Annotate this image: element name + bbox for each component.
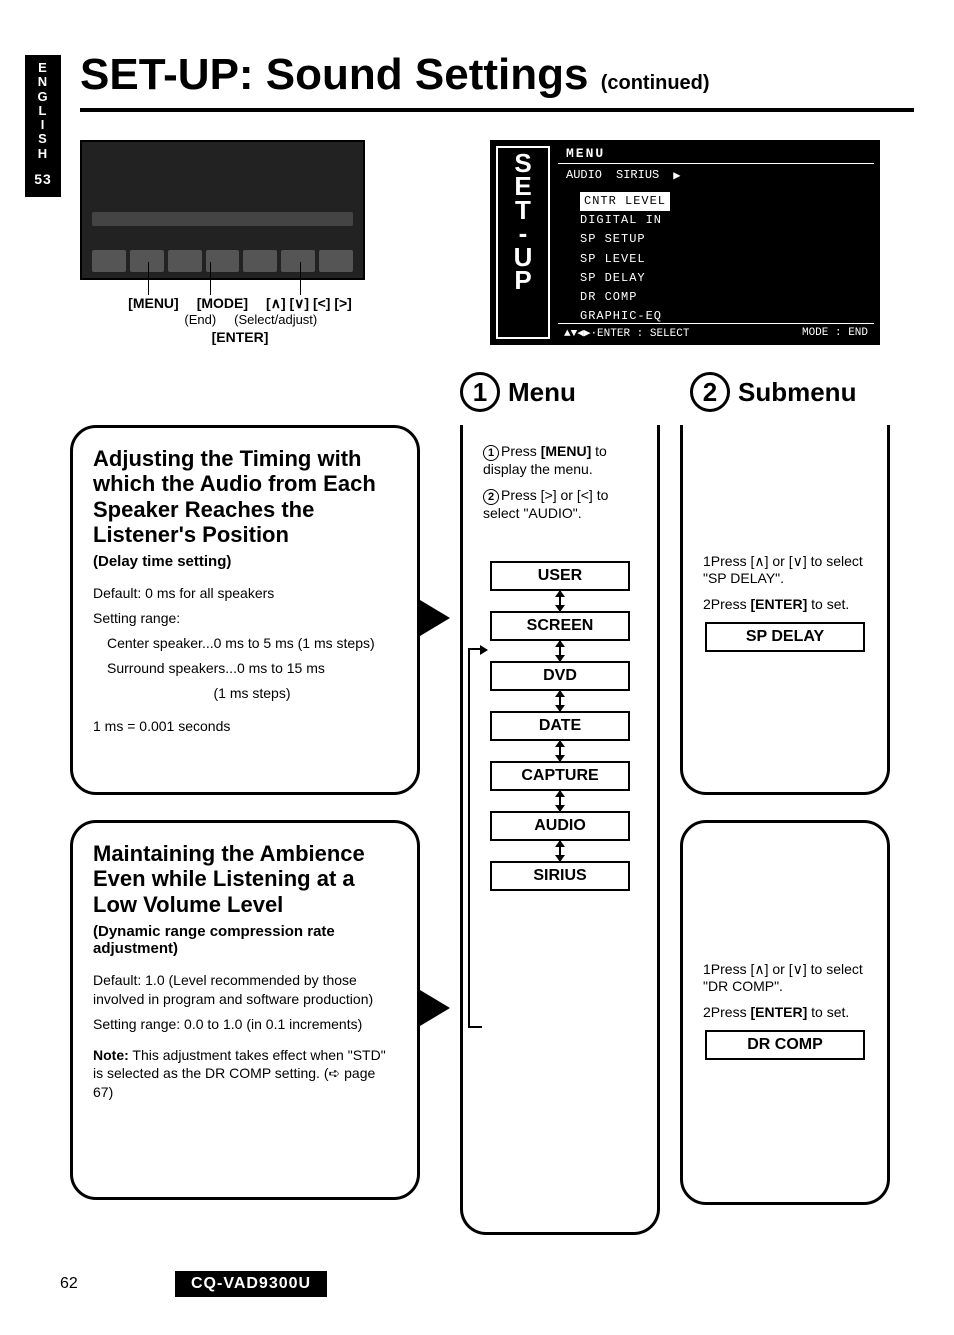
step-1-header: 1 Menu [460,372,576,412]
language-tab: ENGLISH 53 [25,55,61,197]
title-rule [80,108,914,112]
step-2-header: 2 Submenu [690,372,856,412]
menu-item-capture: CAPTURE [490,761,630,791]
device-illustration [80,140,365,280]
page-number: 62 [60,1275,78,1293]
delay-setting-box: Adjusting the Timing with which the Audi… [70,425,420,795]
flow-loop-bracket [468,648,482,1028]
device-button-labels: [MENU] [MODE] [∧] [∨] [<] [>] (End) (Sel… [80,295,400,345]
submenu-sp-delay-box: 1Press [∧] or [∨] to select "SP DELAY". … [680,425,890,795]
submenu-dr-comp-button: DR COMP [705,1030,865,1060]
dr-comp-box: Maintaining the Ambience Even while List… [70,820,420,1200]
arrow-icon [420,990,450,1026]
osd-screenshot: SET-UP MENU AUDIO SIRIUS ▶ CNTR LEVEL DI… [490,140,880,345]
menu-item-sirius: SIRIUS [490,861,630,891]
model-badge: CQ-VAD9300U [175,1271,327,1297]
menu-item-screen: SCREEN [490,611,630,641]
side-page-number: 53 [25,171,61,187]
menu-item-audio: AUDIO [490,811,630,841]
menu-item-date: DATE [490,711,630,741]
menu-item-user: USER [490,561,630,591]
page-title: SET-UP: Sound Settings (continued) [80,50,710,100]
language-letters: ENGLISH [25,61,61,161]
menu-flow-box: 1Press [MENU] to display the menu. 2Pres… [460,425,660,1235]
submenu-sp-delay-button: SP DELAY [705,622,865,652]
arrow-icon [420,600,450,636]
submenu-dr-comp-box: 1Press [∧] or [∨] to select "DR COMP". 2… [680,820,890,1205]
menu-item-dvd: DVD [490,661,630,691]
